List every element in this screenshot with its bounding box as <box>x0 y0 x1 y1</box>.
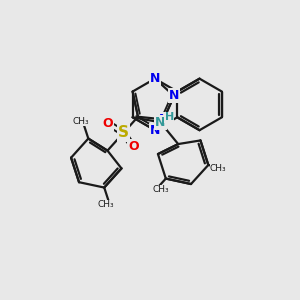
Text: N: N <box>169 89 179 102</box>
Text: O: O <box>102 116 113 130</box>
Text: N: N <box>150 72 160 85</box>
Text: N: N <box>150 124 160 137</box>
Text: H: H <box>165 112 174 122</box>
Text: S: S <box>118 125 129 140</box>
Text: N: N <box>158 113 169 126</box>
Text: CH₃: CH₃ <box>98 200 114 209</box>
Text: O: O <box>128 140 139 153</box>
Text: CH₃: CH₃ <box>210 164 226 172</box>
Text: N: N <box>155 116 166 129</box>
Text: CH₃: CH₃ <box>152 185 169 194</box>
Text: CH₃: CH₃ <box>72 117 89 126</box>
